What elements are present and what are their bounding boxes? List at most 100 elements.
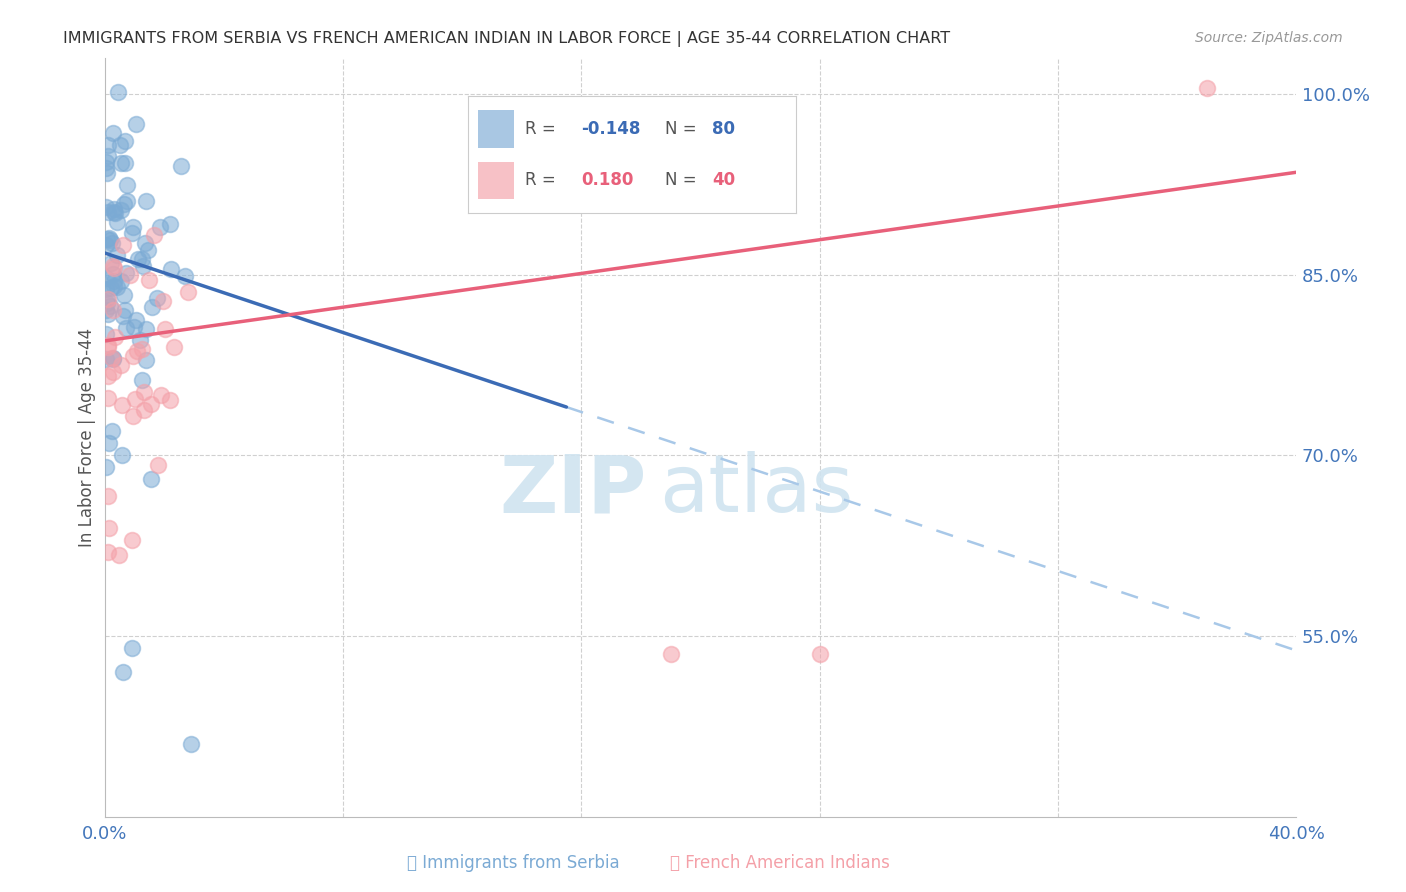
Point (101, 302, 124, 317)
Point (131, 252, 153, 266)
Point (110, 274, 132, 288)
Point (142, 228, 165, 243)
Point (135, 322, 157, 336)
Point (97, 204, 120, 219)
Point (103, 274, 125, 288)
Point (103, 126, 125, 140)
Point (105, 214, 128, 228)
Point (141, 300, 163, 314)
Point (103, 204, 125, 219)
Point (97, 521, 120, 535)
Point (125, 116, 148, 130)
Point (129, 334, 152, 348)
Point (1195, 81, 1218, 95)
Point (146, 458, 169, 472)
Point (94, 154, 117, 169)
Point (96, 232, 118, 246)
Point (97, 340, 120, 354)
Point (97, 368, 120, 383)
Point (659, 647, 682, 661)
Point (132, 259, 155, 273)
Point (105, 248, 128, 262)
Point (121, 533, 143, 547)
Point (112, 309, 135, 323)
Point (138, 273, 160, 287)
Point (114, 266, 136, 280)
Point (132, 384, 155, 399)
Point (111, 398, 134, 412)
Point (132, 402, 155, 417)
Point (97, 545, 120, 559)
Point (107, 548, 129, 562)
Text: atlas: atlas (659, 451, 853, 530)
Point (105, 279, 128, 293)
Text: Source: ZipAtlas.com: Source: ZipAtlas.com (1195, 31, 1343, 45)
Point (118, 268, 141, 282)
Point (127, 344, 149, 359)
Point (114, 134, 136, 148)
Point (94, 270, 117, 285)
Point (149, 387, 172, 401)
Point (98, 299, 121, 313)
Point (96, 351, 118, 366)
Point (149, 219, 172, 234)
Point (121, 349, 143, 363)
Point (94, 200, 117, 214)
Point (101, 235, 124, 250)
Point (100, 281, 122, 295)
Point (115, 194, 138, 209)
Point (110, 358, 132, 372)
Point (160, 262, 183, 277)
Point (97, 392, 120, 406)
Point (103, 205, 125, 219)
Point (103, 202, 125, 216)
Point (94, 161, 117, 175)
Point (114, 155, 136, 169)
Point (94, 303, 117, 318)
Point (98, 234, 121, 248)
Point (127, 252, 149, 266)
Text: ⬜ Immigrants from Serbia: ⬜ Immigrants from Serbia (406, 855, 620, 872)
Point (110, 203, 132, 218)
Text: IMMIGRANTS FROM SERBIA VS FRENCH AMERICAN INDIAN IN LABOR FORCE | AGE 35-44 CORR: IMMIGRANTS FROM SERBIA VS FRENCH AMERICA… (63, 31, 950, 47)
Point (110, 155, 132, 169)
Point (101, 268, 124, 282)
Point (146, 292, 169, 306)
Point (107, 85, 129, 99)
Point (96, 166, 118, 180)
Point (114, 303, 136, 318)
Point (135, 194, 157, 208)
Point (97, 149, 120, 163)
Point (108, 138, 131, 153)
Point (131, 343, 153, 357)
Point (180, 738, 202, 752)
Point (112, 288, 135, 302)
Point (96, 292, 118, 306)
Point (136, 244, 159, 258)
Point (97, 138, 120, 153)
Point (153, 322, 176, 336)
Point (97, 338, 120, 352)
Point (159, 217, 181, 231)
Point (152, 294, 174, 309)
Point (121, 409, 143, 424)
Point (122, 320, 145, 334)
Text: ZIP: ZIP (499, 451, 647, 530)
Point (111, 237, 134, 252)
Point (97, 292, 120, 306)
Point (111, 448, 134, 462)
Point (170, 159, 193, 173)
Point (163, 340, 186, 354)
Point (122, 220, 145, 235)
Point (115, 178, 138, 192)
Point (111, 665, 134, 680)
Point (103, 351, 125, 366)
Point (177, 285, 200, 299)
Point (103, 259, 125, 273)
Point (135, 352, 157, 367)
Point (131, 373, 153, 387)
Point (94, 237, 117, 252)
Point (103, 279, 125, 293)
Point (121, 226, 143, 240)
Point (97, 436, 120, 450)
